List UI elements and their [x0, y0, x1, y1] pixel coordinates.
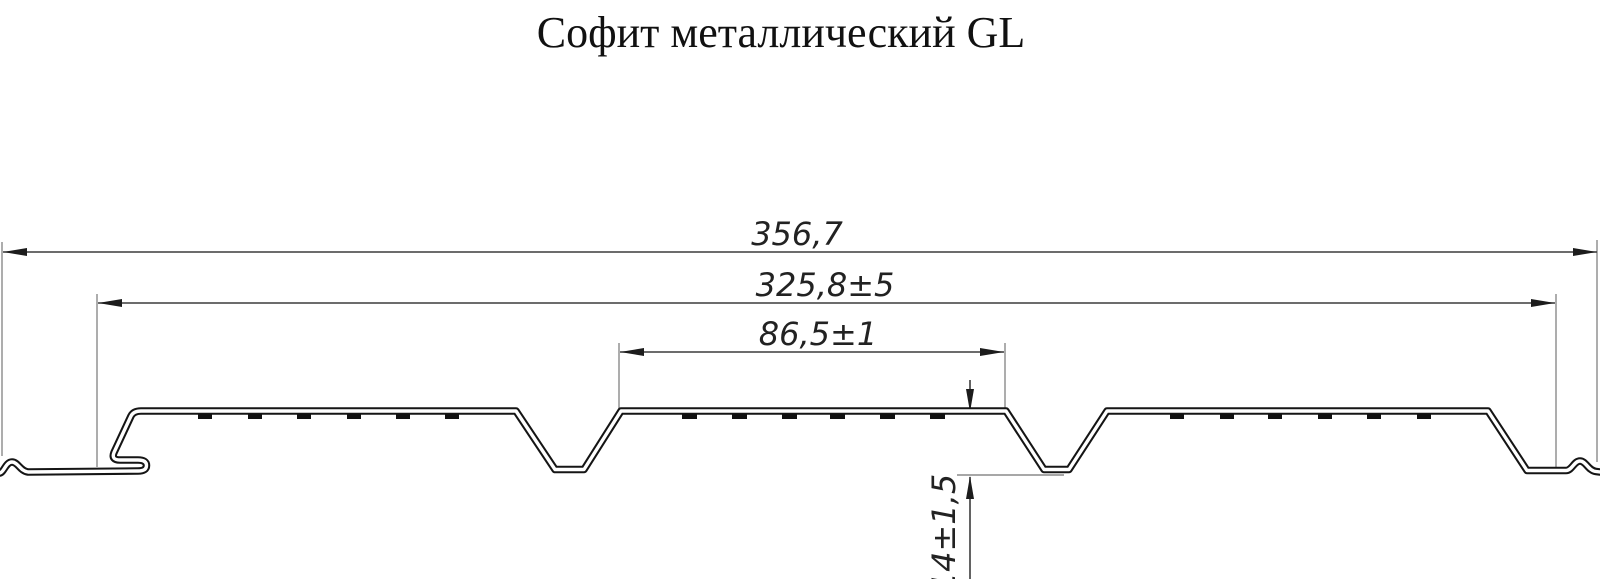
arrow-right-icon	[1573, 248, 1597, 256]
drawing-title: Софит металлический GL	[537, 8, 1026, 57]
arrow-right-icon	[980, 348, 1004, 356]
arrow-down-icon	[966, 389, 974, 412]
dim-label-overall-width: 356,7	[751, 215, 843, 253]
arrow-left-icon	[620, 348, 644, 356]
profile-core	[0, 409, 1600, 475]
dimension-overall-width: 356,7	[3, 215, 1597, 256]
arrow-right-icon	[1531, 299, 1555, 307]
arrow-up-icon	[966, 476, 974, 499]
dimension-useful-width: 325,8±5	[98, 266, 1555, 307]
dim-label-profile-height: 14±1,5	[925, 474, 963, 579]
perforation-dashes	[198, 414, 1431, 419]
dimension-rib-spacing: 86,5±1	[620, 315, 1004, 356]
arrow-left-icon	[3, 248, 27, 256]
arrow-left-icon	[98, 299, 122, 307]
profile-outline	[0, 407, 1600, 477]
dimension-profile-height: 14±1,5	[925, 380, 974, 579]
soffit-profile	[0, 407, 1600, 477]
extension-lines	[1, 240, 1598, 476]
dim-label-useful-width: 325,8±5	[756, 266, 895, 304]
dim-label-rib-spacing: 86,5±1	[759, 315, 877, 353]
